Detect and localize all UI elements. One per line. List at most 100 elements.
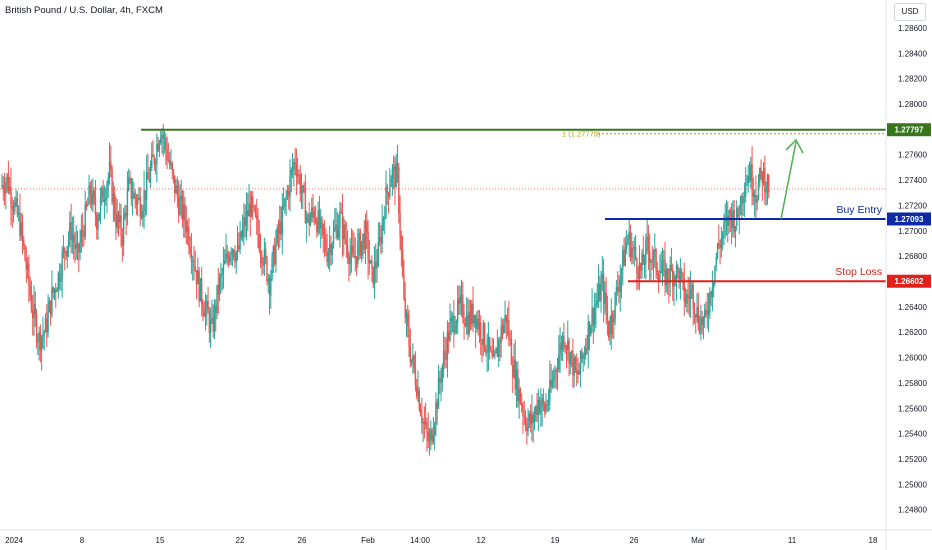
- candle-body: [743, 196, 746, 198]
- candle-body: [126, 189, 129, 217]
- candle-body: [733, 210, 735, 232]
- candlestick-series: [1, 124, 770, 456]
- candle-body: [163, 137, 166, 139]
- candle-body: [116, 213, 118, 228]
- candle-body: [263, 248, 266, 266]
- candle-body: [19, 212, 21, 237]
- candle-body: [230, 252, 232, 256]
- candle-body: [317, 210, 319, 233]
- price-tick-label: 1.25800: [898, 379, 927, 388]
- candle-body: [135, 198, 138, 205]
- candle-body: [666, 269, 669, 281]
- candle-body: [401, 250, 404, 276]
- candle-body: [631, 248, 633, 258]
- candle-body: [619, 279, 621, 293]
- candle-body: [573, 357, 575, 376]
- candle-body: [293, 162, 295, 170]
- candle-body: [381, 222, 383, 244]
- candle-body: [542, 398, 545, 404]
- candle-body: [67, 238, 70, 247]
- candle-body: [439, 378, 441, 383]
- candle-body: [465, 314, 468, 327]
- candle-body: [698, 326, 701, 333]
- candle-body: [222, 263, 225, 274]
- candle-body: [414, 368, 417, 386]
- candle-body: [304, 190, 307, 224]
- candle-body: [235, 252, 237, 262]
- candle-body: [688, 296, 691, 299]
- candle-body: [567, 340, 569, 350]
- candle-body: [718, 243, 720, 246]
- candle-body: [298, 174, 300, 176]
- candle-body: [691, 284, 693, 290]
- candle-body: [523, 415, 525, 417]
- candle-body: [364, 221, 367, 250]
- candle-body: [650, 260, 652, 263]
- candle-body: [695, 314, 697, 318]
- candle-body: [354, 256, 356, 258]
- candle-body: [171, 163, 173, 171]
- candle-body: [367, 232, 369, 260]
- candle-body: [491, 351, 493, 357]
- candle-body: [60, 278, 62, 282]
- candle-body: [655, 249, 657, 271]
- candle-body: [288, 190, 290, 197]
- candle-body: [606, 311, 609, 321]
- candle-body: [56, 290, 58, 293]
- candle-body: [485, 348, 487, 353]
- candle-body: [212, 317, 214, 332]
- candle-body: [633, 246, 636, 249]
- candle-body: [449, 322, 451, 341]
- candle-body: [322, 224, 324, 235]
- candle-body: [752, 192, 755, 198]
- currency-selector[interactable]: USD: [894, 3, 926, 21]
- candle-body: [582, 355, 584, 359]
- candle-body: [170, 163, 172, 166]
- candle-body: [271, 256, 273, 279]
- candle-body: [463, 318, 465, 324]
- candle-body: [748, 176, 751, 181]
- candle-body: [144, 190, 147, 200]
- candle-body: [240, 231, 243, 238]
- price-tick-label: 1.25600: [898, 404, 927, 413]
- candle-body: [677, 265, 679, 270]
- candle-body: [369, 260, 372, 264]
- chart-title: British Pound / U.S. Dollar, 4h, FXCM: [5, 5, 163, 16]
- candle-body: [119, 215, 121, 223]
- candle-body: [363, 233, 365, 250]
- candle-body: [14, 202, 16, 212]
- candle-body: [448, 331, 450, 341]
- time-tick-label: 22: [236, 536, 245, 545]
- candle-body: [258, 234, 260, 251]
- candle-body: [686, 294, 688, 304]
- candle-body: [129, 177, 131, 179]
- candle-body: [57, 272, 60, 291]
- candle-body: [316, 221, 318, 233]
- price-axis[interactable]: 1.286001.284001.282001.280001.278001.276…: [885, 0, 931, 550]
- candle-body: [243, 217, 245, 228]
- candle-body: [62, 248, 65, 254]
- candle-body: [234, 257, 236, 262]
- candle-body: [284, 198, 286, 207]
- candle-body: [645, 239, 647, 264]
- candle-body: [719, 245, 721, 248]
- candle-body: [33, 304, 35, 319]
- candle-body: [435, 402, 437, 426]
- candle-body: [716, 243, 719, 258]
- candle-body: [753, 194, 756, 198]
- time-tick-label: 15: [156, 536, 165, 545]
- candle-body: [531, 414, 533, 425]
- candle-body: [249, 203, 252, 217]
- candle-body: [295, 164, 298, 177]
- candle-body: [659, 273, 661, 281]
- candle-body: [345, 239, 348, 246]
- candle-body: [121, 235, 124, 246]
- candle-body: [723, 221, 725, 234]
- candle-body: [638, 263, 641, 279]
- candle-body: [427, 431, 429, 442]
- candle-body: [724, 220, 726, 222]
- candle-body: [527, 421, 529, 432]
- entry-price-badge-text: 1.27093: [895, 215, 924, 224]
- time-axis[interactable]: 2024 8 15 22 26 Feb 14:00 12 19 26 Mar 11 18: [0, 529, 932, 545]
